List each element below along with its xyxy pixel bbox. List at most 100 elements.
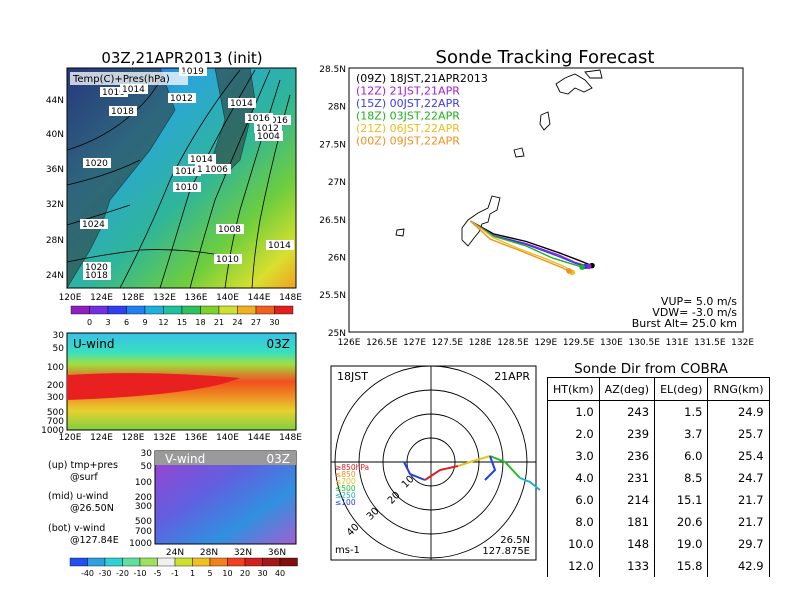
pressure-legend-entry: ≤250 — [335, 491, 356, 500]
isobar-label-bg — [255, 131, 283, 141]
table-cell: 1.5 — [654, 400, 709, 423]
wind-colorbar-swatch — [279, 557, 298, 567]
wind-colorbar-swatch — [87, 557, 106, 567]
wind-colorbar-swatch — [104, 557, 123, 567]
table-cell: 148 — [598, 533, 656, 555]
temp-colorbar-label: 3 — [105, 318, 110, 327]
isobar-label: 1010 — [216, 255, 239, 265]
wind-colorbar-swatch — [262, 557, 281, 567]
tracking-lon-label: 126E — [338, 338, 361, 348]
temp-colorbar-label: 21 — [214, 318, 224, 327]
tracking-lat-label: 25N — [328, 329, 346, 339]
table-cell: 25.7 — [707, 423, 770, 445]
tracking-frame — [348, 67, 744, 333]
left-title: 03Z,21APR2013 (init) — [101, 49, 262, 67]
track-line — [470, 220, 583, 268]
uwind-pressure-tick: 50 — [53, 344, 65, 354]
col-rng: RNG(km) — [707, 377, 770, 401]
isobar-label: 1004 — [257, 132, 280, 142]
launch-param: Burst Alt= 25.0 km — [632, 317, 737, 330]
temp-colorbar-swatch — [144, 305, 164, 315]
temp-colorbar-label: 24 — [232, 318, 242, 327]
isobar-label: 1010 — [175, 183, 198, 193]
table-cell: 24.9 — [707, 400, 770, 423]
isobar-label-bg — [173, 166, 201, 176]
launch-param: VUP= 5.0 m/s — [661, 295, 737, 308]
isobar-label-bg — [109, 106, 137, 116]
track-line — [470, 220, 593, 267]
table-row: 3.0 236 6.0 25.4 — [547, 445, 770, 467]
polar-frame — [330, 365, 537, 561]
pressure-legend-entry: ≤850 — [335, 470, 356, 479]
isobar-label: 1008 — [218, 225, 241, 235]
temp-colorbar-label: 18 — [195, 318, 205, 327]
wind-colorbar-swatch — [157, 557, 176, 567]
wind-colorbar-label: 1 — [190, 569, 195, 578]
temp-colorbar-label: 9 — [142, 318, 147, 327]
temp-colorbar-label: 27 — [251, 318, 261, 327]
map-lat-labels: 44N 40N 36N 32N 28N 24N — [46, 96, 64, 281]
polar-lon: 127.875E — [482, 546, 530, 557]
table-row: 4.0 231 8.5 24.7 — [547, 467, 770, 489]
table-row: 10.0 148 19.0 29.7 — [547, 533, 770, 555]
uwind-lon-label: 148E — [279, 433, 302, 443]
vwind-pressure-tick: 700 — [135, 527, 152, 537]
amami-islet — [584, 69, 603, 79]
table-row: 6.0 214 15.1 21.7 — [547, 489, 770, 511]
table-cell: 8.0 — [547, 511, 600, 533]
table-cell: 21.7 — [707, 489, 770, 511]
legend-entry: (15Z) 00JST,22APR — [356, 97, 460, 110]
wind-colorbar-swatch — [244, 557, 263, 567]
table-cell: 12.0 — [547, 555, 600, 577]
table-row: 12.0 133 15.8 42.9 — [547, 555, 770, 577]
table-cell: 19.0 — [654, 533, 709, 555]
okinoerabu — [513, 147, 525, 158]
isobar-label: 1019 — [181, 67, 204, 77]
tracking-lon-label: 129.5E — [563, 338, 595, 348]
isobar-label: 1012 — [256, 124, 279, 134]
isobar-label: 1006 — [205, 165, 228, 175]
track-endpoint — [566, 268, 572, 274]
isobar-label: 1014 — [268, 241, 291, 251]
legend-entry: (21Z) 06JST,22APR — [356, 122, 460, 135]
tracking-lat-label: 28N — [328, 103, 346, 113]
tracking-lat-label: 26N — [328, 254, 346, 264]
vwind-pressure-tick: 300 — [135, 502, 152, 512]
wind-colorbar-label: 10 — [222, 569, 232, 578]
temp-colorbar-swatch — [89, 305, 109, 315]
tracking-lat-label: 25.5N — [319, 291, 346, 301]
panel-note: (bot) v-wind — [48, 523, 105, 534]
tracking-lat-label: 27N — [328, 178, 346, 188]
isobar-label-bg — [83, 158, 111, 168]
uwind-lon-label: 140E — [216, 433, 239, 443]
map-lat-label: 36N — [46, 165, 64, 175]
track-line — [470, 220, 570, 272]
table-row: 1.0 243 1.5 24.9 — [547, 400, 770, 423]
map-lat-label: 28N — [46, 236, 64, 246]
temp-colorbar-swatch — [70, 305, 90, 315]
tokunoshima — [539, 111, 551, 131]
map-label: Temp(C)+Pres(hPa) — [72, 74, 170, 85]
table-cell: 4.0 — [547, 467, 600, 489]
isobar-label: 1016 — [265, 116, 288, 126]
vwind-label: V-wind — [165, 452, 205, 466]
vwind-lat-label: 36N — [268, 548, 286, 558]
tracking-lat-labels: 28.5N 28N 27.5N 27N 26.5N 26N 25.5N 25N — [319, 65, 346, 339]
uwind-pressure-tick: 700 — [47, 417, 64, 427]
isobar-label-bg — [245, 113, 273, 123]
uwind-lon-label: 124E — [90, 433, 113, 443]
panel-note: (up) tmp+pres — [48, 460, 118, 471]
vwind-pressure-tick: 1000 — [129, 539, 152, 549]
temp-colorbar-swatch — [126, 305, 146, 315]
table-cell: 42.9 — [707, 555, 770, 577]
map-label-bg — [70, 72, 188, 85]
pressure-legend-entry: ≤500 — [335, 484, 356, 493]
panel-note: @surf — [70, 472, 98, 483]
table-cell: 21.7 — [707, 511, 770, 533]
table-header-row: HT(km) AZ(deg) EL(deg) RNG(km) — [547, 377, 770, 401]
okinawa-island — [461, 195, 501, 247]
